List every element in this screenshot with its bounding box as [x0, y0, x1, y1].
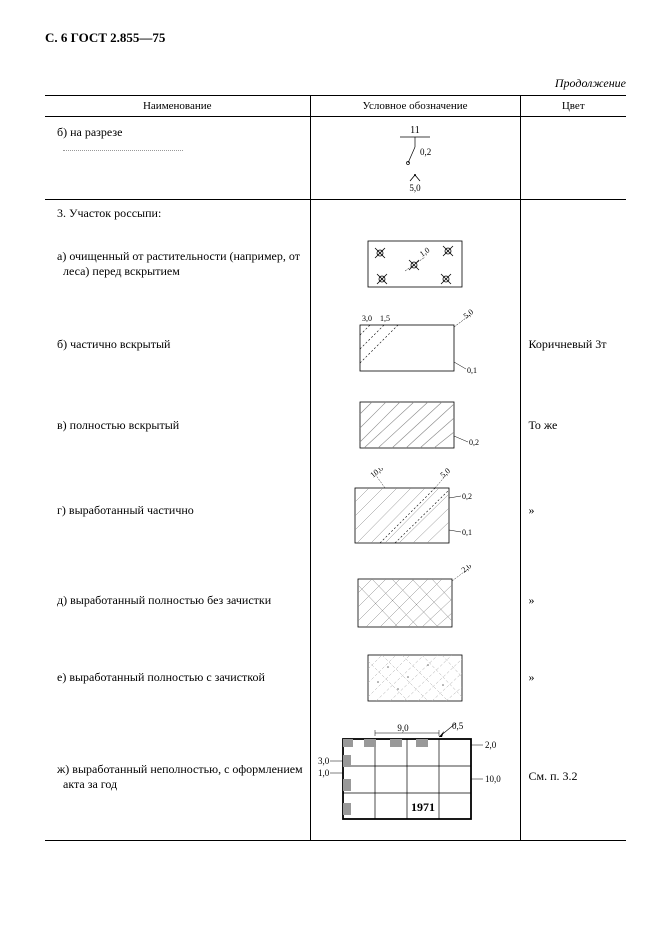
row-color: »	[529, 670, 535, 684]
symbol-fully-worked-cleaned	[348, 647, 483, 707]
row-color: »	[529, 593, 535, 607]
symbol-cleared-area: 1,0	[350, 233, 480, 295]
row-name: д) выработанный полностью без зачист­ки	[57, 593, 271, 607]
row-name: в) полностью вскрытый	[57, 418, 179, 432]
row-name: а) очищенный от растительности (напри­ме…	[57, 249, 300, 278]
svg-text:1971: 1971	[411, 800, 435, 814]
svg-text:5,0: 5,0	[439, 468, 452, 480]
svg-text:11: 11	[410, 125, 420, 136]
svg-text:0,2: 0,2	[420, 147, 431, 157]
svg-text:0,1: 0,1	[462, 528, 472, 537]
col-header-color: Цвет	[520, 96, 626, 117]
svg-text:1,0: 1,0	[318, 768, 330, 778]
table-row: г) выработанный частично 10,0	[45, 462, 626, 559]
row-name: ж) выработанный неполностью, с офор­млен…	[57, 762, 303, 791]
row-name: г) выработанный частично	[57, 503, 194, 517]
symbol-worked-with-act: 9,0 0,5 2,0 10,0 3,0 1,0 1971	[318, 719, 513, 834]
table-row: д) выработанный полностью без зачист­ки …	[45, 559, 626, 641]
svg-text:1,0: 1,0	[418, 246, 431, 259]
svg-text:1,5: 1,5	[380, 314, 390, 323]
svg-text:0,5: 0,5	[452, 721, 464, 731]
symbol-section-cut: 11 0,2 5,0	[375, 123, 455, 193]
row-name: е) выработанный полностью с зачисткой	[57, 670, 265, 684]
svg-text:10,0: 10,0	[369, 468, 386, 480]
row-color: »	[529, 503, 535, 517]
symbol-fully-opened: 0,2	[340, 394, 490, 456]
symbol-partially-worked: 10,0 5,0 0,2 0,1	[335, 468, 495, 553]
svg-text:5,0: 5,0	[409, 183, 421, 193]
svg-text:2,0: 2,0	[459, 565, 472, 575]
table-row: а) очищенный от растительности (напри­ме…	[45, 227, 626, 301]
svg-text:0,2: 0,2	[469, 438, 479, 447]
continuation-label: Продолжение	[45, 76, 626, 91]
symbol-fully-worked-no-clean: 2,0	[338, 565, 493, 635]
svg-text:5,0: 5,0	[462, 307, 475, 320]
svg-text:10,0: 10,0	[485, 774, 501, 784]
table-row: б) частично вскрытый 3,0 1,5 5,0 0,1	[45, 301, 626, 388]
table-row: 3. Участок россыпи:	[45, 200, 626, 228]
table-row: е) выработанный полностью с зачисткой	[45, 641, 626, 713]
svg-text:3,0: 3,0	[318, 756, 330, 766]
row-color: См. п. 3.2	[529, 769, 578, 783]
svg-text:2,0: 2,0	[485, 740, 497, 750]
table-row: в) полностью вскрытый 0,2 То же	[45, 388, 626, 462]
row-name: б) на разрезе	[57, 125, 122, 139]
svg-text:0,2: 0,2	[462, 492, 472, 501]
col-header-symbol: Условное обозначение	[310, 96, 520, 117]
table-row: ж) выработанный неполностью, с офор­млен…	[45, 713, 626, 840]
row-color: Коричневый 3т	[529, 337, 607, 351]
svg-text:3,0: 3,0	[362, 314, 372, 323]
page-header: С. 6 ГОСТ 2.855—75	[45, 30, 626, 46]
row-name: б) частично вскрытый	[57, 337, 170, 351]
svg-text:9,0: 9,0	[397, 723, 409, 733]
row-color: То же	[529, 418, 558, 432]
section-title: 3. Участок россыпи:	[45, 200, 310, 228]
symbol-partially-opened: 3,0 1,5 5,0 0,1	[340, 307, 490, 382]
table-row: б) на разрезе 11 0,2 5,0	[45, 117, 626, 200]
col-header-name: Наименование	[45, 96, 310, 117]
svg-text:0,1: 0,1	[467, 366, 477, 375]
standards-table: Наименование Условное обозначение Цвет б…	[45, 95, 626, 841]
